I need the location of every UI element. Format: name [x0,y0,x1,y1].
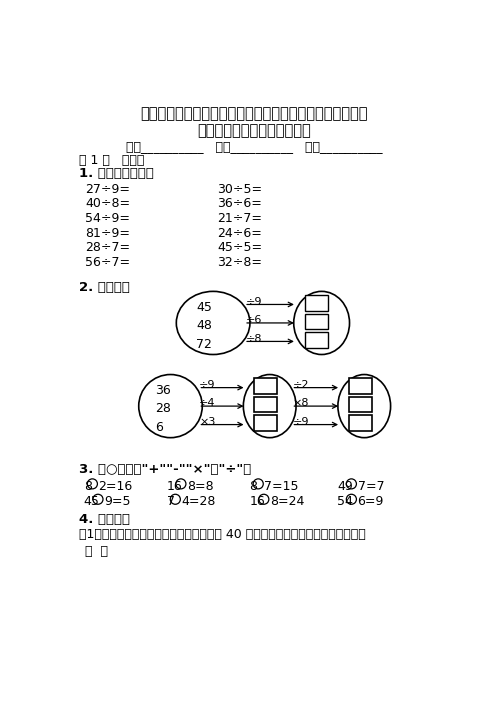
Text: 4=28: 4=28 [182,496,216,508]
Text: 第 1 关   练速度: 第 1 关 练速度 [79,154,144,167]
Text: 81÷9=: 81÷9= [85,227,130,239]
Bar [254,378,277,394]
Text: 54÷9=: 54÷9= [85,212,130,225]
Text: ÷2: ÷2 [293,380,310,390]
Text: 36÷6=: 36÷6= [217,197,262,211]
Text: 8: 8 [249,480,257,493]
Text: 6: 6 [155,420,163,434]
Text: ÷4: ÷4 [199,399,216,409]
Bar [349,397,372,412]
Text: 32÷8=: 32÷8= [217,256,262,269]
Text: ÷6: ÷6 [246,315,262,325]
Text: 16: 16 [167,480,183,493]
Text: 21÷7=: 21÷7= [217,212,262,225]
Text: 16: 16 [249,496,265,508]
Text: 4. 选一选。: 4. 选一选。 [79,513,130,526]
Text: 1. 看谁算得都对。: 1. 看谁算得都对。 [79,167,154,180]
Text: 人教版小学二年级数学下册第四单元《表内除法（二）》第: 人教版小学二年级数学下册第四单元《表内除法（二）》第 [140,106,368,121]
Text: （1）丽丽买了同一种体育用品，正好花了 40 元，丽丽买了下面哪一种体育用品？: （1）丽丽买了同一种体育用品，正好花了 40 元，丽丽买了下面哪一种体育用品？ [79,528,366,541]
Text: 7=15: 7=15 [264,480,299,493]
Text: 3. 在○里填上"+""-""×"或"÷"。: 3. 在○里填上"+""-""×"或"÷"。 [79,463,251,476]
Bar [254,397,277,412]
Text: 45÷5=: 45÷5= [217,241,262,254]
Text: （  ）: （ ） [85,545,108,557]
Text: 2=16: 2=16 [99,480,133,493]
Text: 49: 49 [337,480,353,493]
Text: ÷9: ÷9 [246,297,262,307]
Text: 8: 8 [84,480,92,493]
Text: ×3: ×3 [199,417,216,427]
Text: 9=5: 9=5 [104,496,130,508]
Bar [349,416,372,431]
Text: 2. 算一算。: 2. 算一算。 [79,281,130,293]
Text: 48: 48 [196,319,212,332]
Text: 7: 7 [167,496,175,508]
Text: 45: 45 [196,300,212,314]
Text: 40÷8=: 40÷8= [85,197,130,211]
Text: 27÷9=: 27÷9= [85,183,130,196]
Bar [254,416,277,431]
Text: 学校__________   班级__________   姓名__________: 学校__________ 班级__________ 姓名__________ [126,140,382,152]
Text: 二框《解决问题》同步练习题: 二框《解决问题》同步练习题 [197,123,311,138]
Bar [305,332,328,347]
Text: ×8: ×8 [293,399,310,409]
Text: 28÷7=: 28÷7= [85,241,130,254]
Bar [305,296,328,310]
Text: 54: 54 [337,496,353,508]
Text: 56÷7=: 56÷7= [85,256,130,269]
Text: 45: 45 [84,496,100,508]
Text: 8=8: 8=8 [187,480,214,493]
Text: 36: 36 [155,384,171,397]
Text: ÷9: ÷9 [293,417,310,427]
Bar [349,378,372,394]
Text: 28: 28 [155,402,171,416]
Text: ÷8: ÷8 [246,333,262,344]
Text: 8=24: 8=24 [270,496,305,508]
Text: 6=9: 6=9 [358,496,384,508]
Text: 24÷6=: 24÷6= [217,227,262,239]
Text: 7=7: 7=7 [358,480,384,493]
Text: 30÷5=: 30÷5= [217,183,262,196]
Text: ÷9: ÷9 [199,380,216,390]
Bar [305,314,328,329]
Text: 72: 72 [196,338,212,350]
